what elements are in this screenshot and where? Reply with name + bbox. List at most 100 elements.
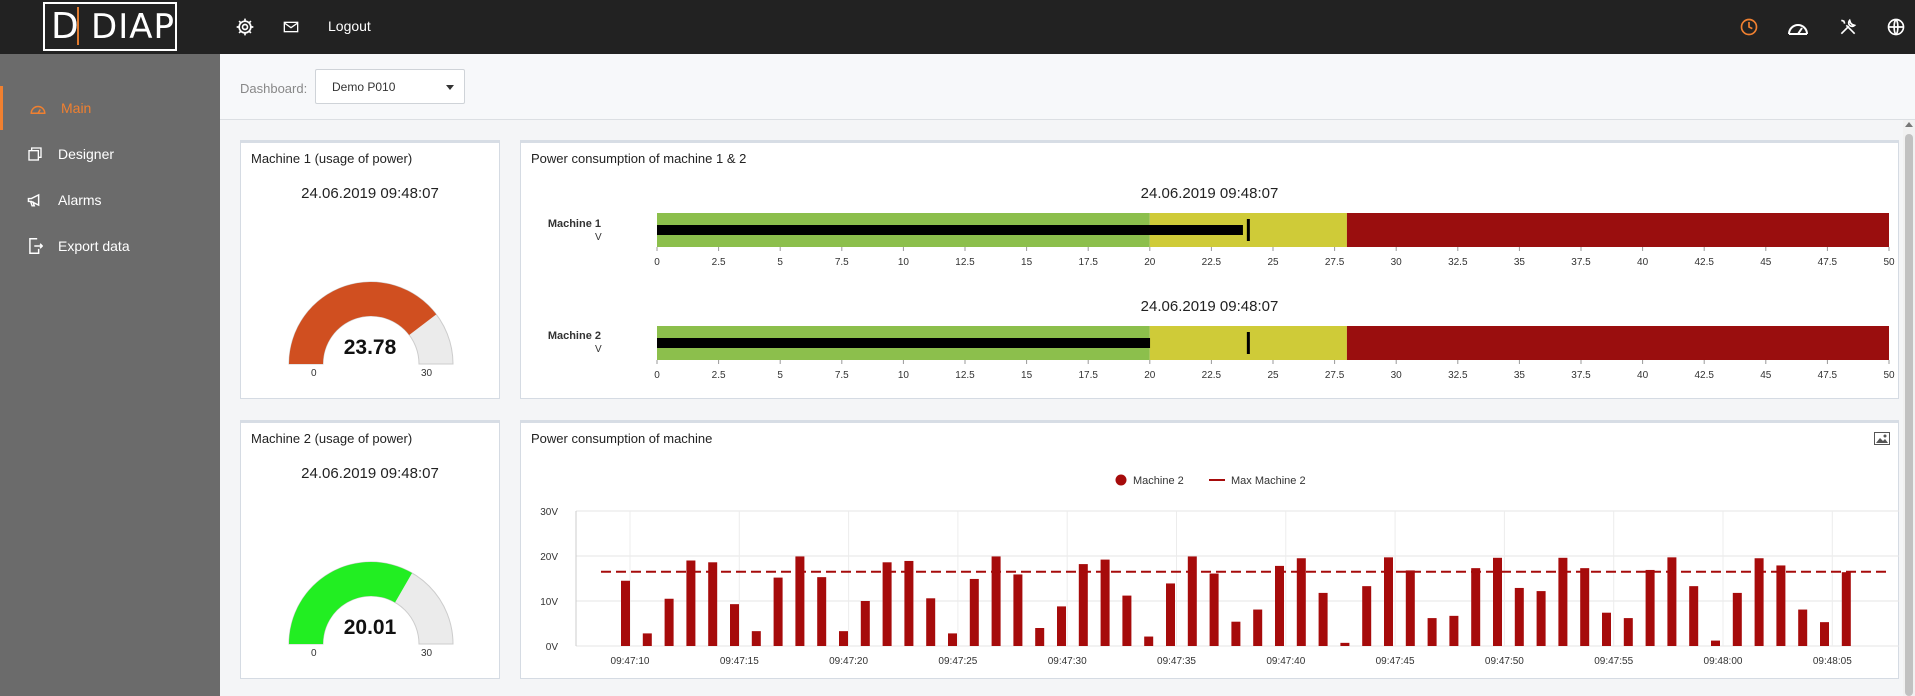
data-bar [1754,558,1764,646]
data-bar [991,556,1001,646]
gauge-date: 24.06.2019 09:48:07 [301,185,439,202]
gauge-date: 24.06.2019 09:48:07 [301,465,439,482]
axis-tick-label: 27.5 [1325,257,1345,268]
data-bar [1711,640,1720,646]
data-bar [1514,587,1524,646]
range-critical [1346,326,1889,360]
data-bar [1035,628,1045,646]
gear-icon[interactable] [233,15,257,39]
image-icon[interactable] [1874,432,1890,450]
clock-icon[interactable] [1737,15,1761,39]
data-bar [1623,618,1633,646]
axis-tick-label: 5 [777,370,783,381]
power-chart-panel: Power consumption of machine Machine 2 Ma… [520,420,1899,679]
data-bar [1820,622,1829,646]
sidebar-item-export-data[interactable]: Export data [0,224,220,268]
axis-tick-label: 32.5 [1448,257,1468,268]
axis-tick-label: 17.5 [1078,257,1098,268]
bullet-target-marker [1246,332,1250,354]
axis-tick-label: 45 [1760,370,1772,381]
dashboard-label: Dashboard: [240,81,308,96]
sidebar-item-alarms[interactable]: Alarms [0,178,220,222]
dashboard-icon [27,97,49,119]
dashboard-select[interactable]: Demo P010 [315,69,465,104]
data-bar [1253,609,1263,646]
panel-title: Machine 1 (usage of power) [251,151,413,166]
axis-tick-label: 20 [1144,370,1156,381]
data-bar [926,598,936,646]
sidebar-item-main[interactable]: Main [0,86,220,130]
range-critical [1346,213,1889,247]
data-bar [1580,568,1590,646]
bullet-chart-machine-2: 0 2.5 5 7.5 10 12.5 15 17.5 20 22.5 25 27.5 30 32.5 35… [654,326,1895,381]
bullet-target-marker [1246,219,1250,241]
sidebar-item-label: Designer [58,146,115,162]
axis-tick-label: 30 [1391,370,1403,381]
data-bar [773,577,783,646]
caret-down-icon [446,85,454,90]
x-tick-label: 09:47:10 [611,656,650,667]
gauge-chart [288,561,454,645]
sidebar-item-designer[interactable]: Designer [0,132,220,176]
data-bar [948,633,957,646]
gauge-max-label: 30 [421,648,433,659]
legend-label-machine-2: Machine 2 [1133,475,1184,487]
axis-tick-label: 22.5 [1202,370,1222,381]
axis-tick-label: 12.5 [955,370,975,381]
globe-icon[interactable] [1884,15,1908,39]
data-bar [969,578,979,646]
mail-icon[interactable] [279,15,303,39]
bullet-date-machine-1: 24.06.2019 09:48:07 [1140,185,1279,202]
bullet-unit: V [595,232,602,243]
x-tick-label: 09:48:00 [1704,656,1743,667]
data-bar [751,631,761,646]
axis-tick-label: 2.5 [712,370,726,381]
panel-title: Machine 2 (usage of power) [251,431,413,446]
axis-tick-label: 0 [654,370,660,381]
axis-tick-label: 15 [1021,257,1033,268]
axis-tick-label: 27.5 [1325,370,1345,381]
tools-icon[interactable] [1836,15,1860,39]
x-tick-label: 09:47:35 [1157,656,1196,667]
scrollbar-thumb[interactable] [1905,134,1913,696]
logout-link[interactable]: Logout [328,18,371,34]
data-bar [1645,569,1655,646]
logo[interactable]: D DIAP [43,2,177,51]
x-tick-label: 09:47:55 [1594,656,1633,667]
bullet-unit: V [595,344,602,355]
axis-tick-label: 37.5 [1571,370,1591,381]
gauge-min-label: 0 [311,648,317,659]
data-bar [1318,592,1328,646]
sidebar-item-label: Export data [58,238,130,254]
sidebar: Main Designer Alarms Export data [0,54,220,696]
gauge-value: 20.01 [343,616,397,639]
axis-tick-label: 7.5 [835,370,849,381]
data-bar [1166,583,1175,646]
windows-icon [24,143,46,165]
axis-tick-label: 7.5 [835,257,849,268]
axis-tick-label: 42.5 [1694,257,1714,268]
data-bar [664,598,674,646]
data-bar [1732,592,1742,646]
axis-tick-label: 35 [1514,370,1526,381]
x-tick-label: 09:47:45 [1376,656,1415,667]
gauge-min-label: 0 [311,368,317,379]
data-bar [860,601,870,646]
data-bar [1536,591,1546,646]
export-icon [24,235,46,257]
scroll-up-icon[interactable] [1905,122,1913,127]
legend-marker-machine-2 [1115,474,1127,486]
data-bar [1558,557,1568,646]
gauge-panel-machine-1: Machine 1 (usage of power) 24.06.2019 09… [240,140,500,399]
axis-tick-label: 22.5 [1202,257,1222,268]
speedometer-icon[interactable] [1786,15,1810,39]
axis-tick-label: 50 [1883,257,1895,268]
data-bar [1078,564,1088,646]
bullet-value-bar [657,225,1243,235]
gauge-value: 23.78 [343,336,397,359]
bullet-date-machine-2: 24.06.2019 09:48:07 [1140,298,1279,315]
axis-tick-label: 30 [1391,257,1403,268]
axis-tick-label: 47.5 [1818,370,1838,381]
x-tick-label: 09:47:50 [1485,656,1524,667]
data-bar [1340,642,1350,646]
